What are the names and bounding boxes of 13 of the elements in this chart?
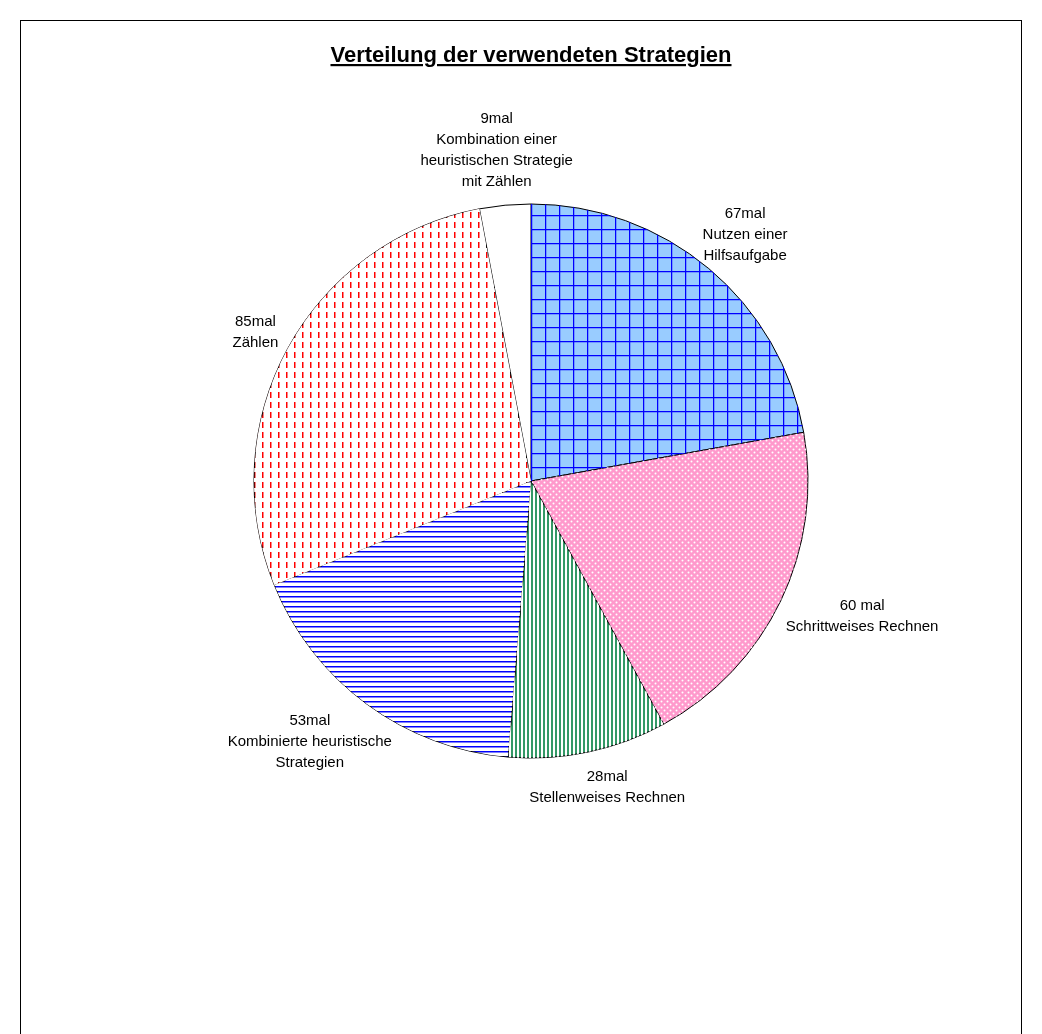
slice-label: Kombination einer heuristischen Strategie mit Zählen (420, 129, 573, 189)
data-label: 67mal (724, 203, 766, 221)
chart-title: Verteilung der verwendeten Strategien (330, 42, 732, 67)
slice-label: Stellenweises Rechnen (529, 787, 686, 805)
slice-label: Nutzen einer Hilfsaufgabe (702, 224, 788, 263)
data-label: 28mal (586, 766, 628, 784)
data-label: 53mal (289, 710, 331, 728)
data-label: 85mal (234, 312, 276, 330)
slice-label: Schrittweises Rechnen (785, 617, 939, 635)
slice-label: Kombinierte heuristische Strategien (227, 731, 392, 770)
data-label: 60 mal (839, 596, 885, 614)
data-label: 9mal (480, 108, 513, 126)
slice-label: Zählen (232, 333, 279, 351)
